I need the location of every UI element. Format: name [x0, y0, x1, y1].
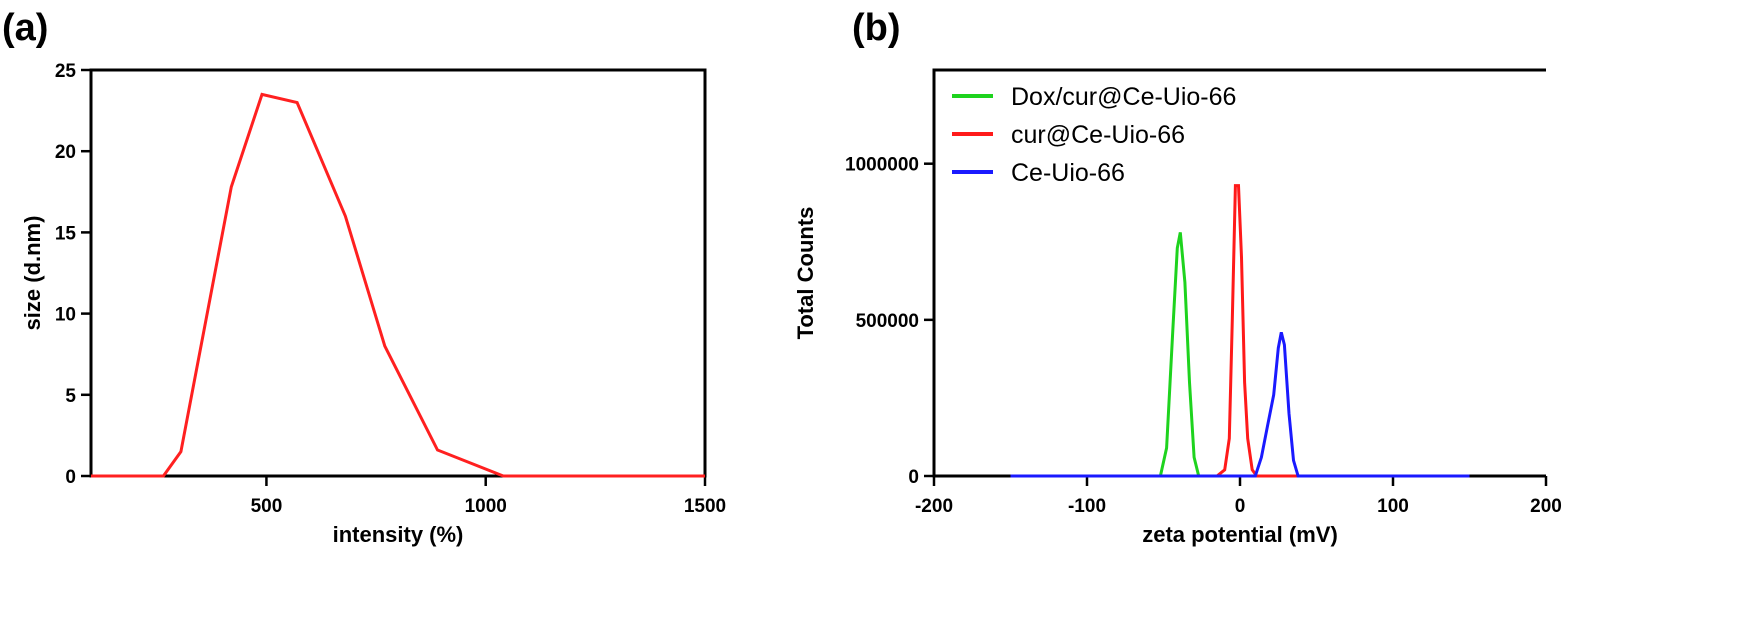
panel-a-y-tick-label: 20	[55, 142, 76, 163]
panel-b-x-tick-label: -200	[915, 496, 953, 517]
panel-b-x-tick-label: 200	[1530, 496, 1562, 517]
panel-b-x-tick-label: -100	[1068, 496, 1106, 517]
panel-a-y-tick-label: 0	[65, 467, 76, 488]
panel-b-x-tick-label: 100	[1377, 496, 1409, 517]
panel-a-plot-frame	[89, 68, 707, 478]
panel-b-y-axis-title: Total Counts	[793, 207, 818, 340]
panel-a-series-line-0	[91, 92, 705, 478]
legend-entry-label: Ce-Uio-66	[1011, 159, 1125, 187]
panel-a-x-axis-title: intensity (%)	[333, 522, 464, 547]
panel-b-series-line-cur-ce-uio-66	[1010, 184, 1470, 478]
panel-a-series-group	[91, 92, 705, 478]
panel-a-y-axis-title: size (d.nm)	[20, 216, 45, 331]
panel-a-y-tick-label: 25	[55, 61, 77, 82]
panel-b-label: (b)	[852, 7, 901, 49]
panel-a-x-tick-label: 1500	[684, 496, 726, 517]
panel-a-label: (a)	[2, 7, 48, 49]
panel-a-ticks	[81, 68, 707, 486]
panel-b-x-axis-title: zeta potential (mV)	[1142, 522, 1338, 547]
panel-b-series-line-dox-cur-ce-uio-66	[1010, 232, 1470, 478]
panel-b-y-tick-label: 1000000	[845, 155, 919, 176]
panel-a-x-tick-label: 500	[251, 496, 283, 517]
panel-b-series-group	[1010, 184, 1470, 478]
legend-entry-label: cur@Ce-Uio-66	[1011, 121, 1185, 149]
legend-entry-label: Dox/cur@Ce-Uio-66	[1011, 83, 1236, 111]
panel-b-series-line-ce-uio-66	[1010, 331, 1470, 478]
panel-a-y-tick-label: 15	[55, 223, 77, 244]
panel-b-tick-labels: -200 -100 0 100 200 0 500000 1000000	[845, 155, 1562, 517]
panel-b-y-tick-label: 0	[908, 467, 919, 488]
panel-b-ticks	[924, 162, 1548, 486]
panel-b-legend: Dox/cur@Ce-Uio-66 cur@Ce-Uio-66 Ce-Uio-66	[952, 83, 1236, 187]
panel-a-tick-labels: 500 1000 1500 0 5 10 15 20 25	[55, 61, 726, 517]
panel-a-y-tick-label: 10	[55, 305, 76, 326]
panel-a-y-tick-label: 5	[65, 386, 76, 407]
panel-a-x-tick-label: 1000	[465, 496, 507, 517]
panel-b-x-tick-label: 0	[1235, 496, 1246, 517]
panel-b-y-tick-label: 500000	[856, 311, 919, 332]
chart-panel-b: (b) -200 -100 0 100 200 0 500000 1000000 Dox/cu…	[793, 7, 1562, 547]
